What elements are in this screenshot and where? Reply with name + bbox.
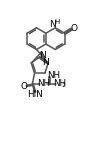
Text: O: O — [21, 82, 28, 91]
Text: H: H — [54, 19, 59, 25]
Text: N: N — [39, 51, 45, 61]
Text: 2: 2 — [62, 83, 66, 88]
Text: N: N — [42, 58, 48, 67]
Text: NH: NH — [37, 79, 50, 88]
Text: NH: NH — [47, 71, 60, 80]
Text: HIN: HIN — [28, 90, 43, 99]
Text: N: N — [49, 20, 56, 29]
Text: NH: NH — [53, 79, 66, 88]
Text: O: O — [70, 24, 77, 33]
